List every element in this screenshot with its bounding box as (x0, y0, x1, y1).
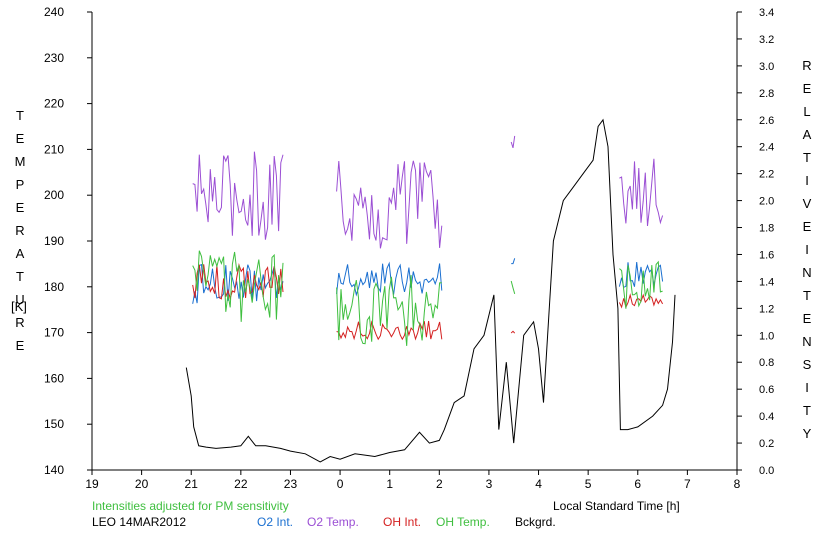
right-y-tick-label: 1.4 (759, 276, 774, 288)
series-segment (192, 250, 284, 322)
series-segment (192, 151, 284, 240)
right-y-tick-label: 1.2 (759, 303, 774, 315)
left-y-tick-label: 240 (44, 5, 64, 19)
left-y-tick-label: 140 (44, 463, 64, 477)
right-y-tick-label: 1.6 (759, 249, 774, 261)
right-y-tick-label: 1.8 (759, 223, 774, 235)
series-segment (619, 260, 663, 309)
left-y-tick-label: 180 (44, 280, 64, 294)
x-tick-label: 0 (337, 477, 344, 491)
series-segment (192, 263, 284, 304)
legend-bckgrd: Bckgrd. (515, 515, 556, 529)
right-y-tick-label: 3.4 (759, 7, 774, 19)
right-y-tick-label: 3.0 (759, 61, 774, 73)
legend-oh-int: OH Int. (383, 515, 422, 529)
left-y-tick-label: 150 (44, 417, 64, 431)
x-tick-label: 5 (585, 477, 592, 491)
x-tick-label: 19 (85, 477, 99, 491)
left-y-tick-label: 220 (44, 97, 64, 111)
left-y-tick-label: 210 (44, 142, 64, 156)
x-tick-label: 22 (234, 477, 248, 491)
x-tick-label: 6 (634, 477, 641, 491)
right-y-tick-label: 0.0 (759, 465, 774, 477)
right-y-tick-label: 2.2 (759, 169, 774, 181)
series-segment (336, 320, 443, 341)
right-y-tick-label: 2.4 (759, 142, 774, 154)
right-y-tick-label: 0.2 (759, 438, 774, 450)
x-tick-label: 20 (135, 477, 149, 491)
right-y-axis: 0.0 0.2 0.4 0.6 0.8 1.0 1.2 1.4 1.6 1.8 2.0 2.2 2.4 2… (737, 7, 774, 477)
left-y-tick-label: 200 (44, 188, 64, 202)
series-segment (336, 160, 443, 249)
left-y-axis: 140 150 160 170 180 190 200 210 220 230 240 (44, 5, 92, 477)
left-y-tick-label: 170 (44, 326, 64, 340)
right-y-tick-label: 0.6 (759, 384, 774, 396)
plot-frame (91, 12, 738, 471)
x-axis-title: Local Standard Time [h] (553, 499, 680, 513)
series-segment (619, 158, 664, 227)
x-axis: 19 20 21 22 23 0 1 2 3 4 5 6 7 8 (85, 470, 741, 491)
series-line (185, 118, 676, 463)
x-tick-label: 8 (734, 477, 741, 491)
left-y-tick-label: 160 (44, 371, 64, 385)
left-axis-unit: [K] (11, 299, 27, 314)
series-segment (192, 263, 284, 301)
station-date: LEO 14MAR2012 (92, 515, 187, 529)
series-segment (510, 330, 516, 334)
right-y-tick-label: 2.0 (759, 196, 774, 208)
right-y-tick-label: 0.4 (759, 411, 774, 423)
legend-o2-int: O2 Int. (257, 515, 294, 529)
right-y-tick-label: 1.0 (759, 330, 774, 342)
x-tick-label: 21 (185, 477, 199, 491)
right-y-tick-label: 2.6 (759, 115, 774, 127)
series-segment (510, 280, 516, 295)
legend-oh-temp: OH Temp. (436, 515, 490, 529)
pm-sensitivity-note: Intensities adjusted for PM sensitivity (92, 499, 289, 513)
x-tick-label: 23 (284, 477, 298, 491)
right-y-tick-label: 0.8 (759, 357, 774, 369)
left-y-tick-label: 230 (44, 51, 64, 65)
right-y-tick-label: 2.8 (759, 88, 774, 100)
right-y-tick-label: 3.2 (759, 34, 774, 46)
x-tick-label: 4 (535, 477, 542, 491)
left-y-tick-label: 190 (44, 234, 64, 248)
series-layer (185, 118, 676, 463)
x-tick-label: 3 (486, 477, 493, 491)
series-segment (511, 258, 516, 265)
x-tick-label: 7 (684, 477, 691, 491)
series-segment (336, 261, 443, 297)
x-tick-label: 2 (436, 477, 443, 491)
series-bckgrd (185, 118, 676, 463)
x-tick-label: 1 (386, 477, 393, 491)
series-o2-temp (192, 135, 664, 249)
series-segment (510, 135, 516, 149)
series-segment (336, 275, 442, 346)
legend-o2-temp: O2 Temp. (307, 515, 359, 529)
series-oh-temp (192, 250, 663, 346)
